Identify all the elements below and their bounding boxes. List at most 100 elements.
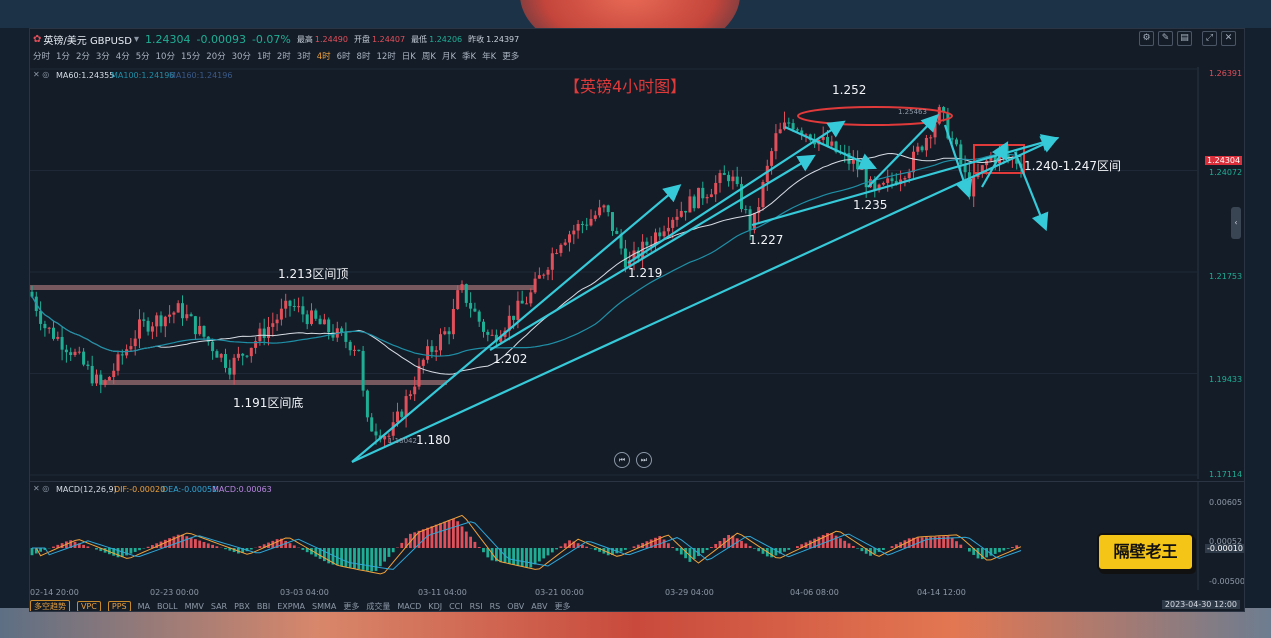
indicator-button-2[interactable]: PPS	[107, 600, 131, 611]
period-21[interactable]: 年K	[482, 52, 497, 62]
macd-bar	[679, 548, 683, 555]
macd-bar	[482, 548, 485, 553]
period-7[interactable]: 15分	[180, 52, 201, 62]
period-1[interactable]: 1分	[56, 52, 70, 62]
macd-bar	[714, 544, 718, 548]
main-indicator-3[interactable]: SAR	[210, 601, 228, 611]
sub-indicator-6[interactable]: OBV	[507, 601, 525, 611]
candle	[460, 280, 464, 293]
macd-bar	[705, 548, 709, 551]
macd-panel[interactable]: ✕ ◎ MACD(12,26,9) DIF:-0.00020 DEA:-0.00…	[30, 481, 1244, 590]
candle	[490, 329, 494, 336]
candle	[163, 315, 167, 338]
candlestick-chart[interactable]: ✕ ◎ MA60:1.24355 MA100:1.24196 MA160:1.2…	[30, 67, 1244, 479]
period-11[interactable]: 2时	[276, 52, 291, 62]
macd-bar	[292, 545, 296, 548]
main-indicator-1[interactable]: BOLL	[157, 601, 178, 611]
period-4[interactable]: 4分	[115, 52, 130, 62]
macd-bar	[753, 548, 756, 549]
macd-bar	[391, 548, 395, 553]
main-indicator-2[interactable]: MMV	[184, 601, 204, 611]
period-19[interactable]: 月K	[441, 52, 457, 62]
period-10[interactable]: 1时	[256, 52, 271, 62]
dropdown-icon[interactable]: ▾	[133, 33, 139, 45]
indicator-button-1[interactable]: VPC	[77, 600, 101, 611]
macd-collapse-icon[interactable]: ✕ ◎	[33, 484, 50, 493]
period-20[interactable]: 季K	[462, 52, 477, 62]
main-indicator-7[interactable]: SMMA	[311, 601, 337, 611]
period-18[interactable]: 周K	[421, 52, 436, 62]
period-9[interactable]: 30分	[231, 52, 251, 62]
candle	[744, 205, 748, 214]
period-17[interactable]: 日K	[401, 52, 416, 62]
candle	[348, 340, 352, 356]
x-tick: 02-23 00:00	[150, 588, 199, 597]
candle	[542, 273, 546, 279]
macd-bar	[744, 543, 748, 548]
x-tick: 03-03 04:00	[280, 588, 329, 597]
macd-bar	[632, 546, 636, 548]
candle	[727, 171, 731, 187]
sub-indicator-0[interactable]: 成交量	[366, 601, 391, 611]
candle	[310, 303, 313, 326]
expand-icon[interactable]: ⤢	[1202, 31, 1217, 46]
background-top	[0, 0, 1271, 28]
macd-bar	[576, 543, 580, 548]
macd-bar	[374, 548, 378, 571]
main-indicator-4[interactable]: PBX	[234, 601, 250, 611]
period-0[interactable]: 分时	[33, 52, 51, 62]
play-forward-icon[interactable]: ⏭	[636, 452, 652, 468]
settings-icon[interactable]: ⚙	[1139, 31, 1154, 46]
main-indicator-5[interactable]: BBI	[256, 601, 271, 611]
high-ellipse	[797, 106, 953, 126]
period-8[interactable]: 20分	[206, 52, 226, 62]
macd-bar	[920, 537, 924, 548]
period-3[interactable]: 3分	[95, 52, 110, 62]
sub-indicator-1[interactable]: MACD	[397, 601, 422, 611]
layout-icon[interactable]: ▤	[1177, 31, 1192, 46]
macd-axis-bottom: -0.00500	[1209, 577, 1245, 586]
period-5[interactable]: 5分	[135, 52, 150, 62]
collapse-icon[interactable]: ✕ ◎	[33, 70, 50, 79]
macd-bar	[520, 548, 524, 567]
side-collapse-handle[interactable]: ‹	[1231, 207, 1241, 239]
symbol-name[interactable]: 英镑/美元 GBPUSD	[43, 35, 132, 47]
main-indicator-0[interactable]: MA	[137, 601, 150, 611]
main-indicator-8[interactable]: 更多	[343, 601, 360, 611]
play-back-icon[interactable]: ⏮	[614, 452, 630, 468]
macd-bar	[692, 548, 696, 560]
macd-bar	[998, 548, 1001, 553]
macd-bar	[99, 548, 103, 552]
indicator-button-0[interactable]: 多空趋势	[30, 599, 70, 611]
period-6[interactable]: 10分	[155, 52, 175, 62]
sub-indicator-3[interactable]: CCI	[449, 601, 463, 611]
candle	[830, 135, 834, 149]
close-icon[interactable]: ✕	[1221, 31, 1236, 46]
candle	[550, 247, 554, 281]
period-22[interactable]: 更多	[502, 52, 520, 62]
sub-indicator-4[interactable]: RSI	[469, 601, 483, 611]
sub-indicator-7[interactable]: ABV	[531, 601, 548, 611]
macd-axis-current: -0.00010	[1205, 544, 1244, 553]
macd-bar	[172, 536, 176, 548]
macd-bar	[43, 548, 47, 551]
sub-indicator-8[interactable]: 更多	[554, 601, 571, 611]
period-2[interactable]: 2分	[75, 52, 90, 62]
macd-bar	[907, 538, 911, 548]
period-16[interactable]: 12时	[376, 52, 396, 62]
sub-indicator-5[interactable]: RS	[489, 601, 501, 611]
period-13[interactable]: 4时	[316, 52, 331, 62]
sub-indicator-2[interactable]: KDJ	[428, 601, 443, 611]
period-14[interactable]: 6时	[336, 52, 351, 62]
candle	[520, 290, 524, 304]
period-12[interactable]: 3时	[296, 52, 311, 62]
period-15[interactable]: 8时	[356, 52, 371, 62]
candle	[404, 389, 408, 428]
candles-group	[30, 104, 1023, 448]
main-indicator-6[interactable]: EXPMA	[277, 601, 305, 611]
macd-bar	[56, 544, 60, 548]
edit-icon[interactable]: ✎	[1158, 31, 1173, 46]
macd-bar	[477, 547, 481, 548]
candle	[228, 359, 232, 380]
macd-bar	[155, 543, 159, 548]
